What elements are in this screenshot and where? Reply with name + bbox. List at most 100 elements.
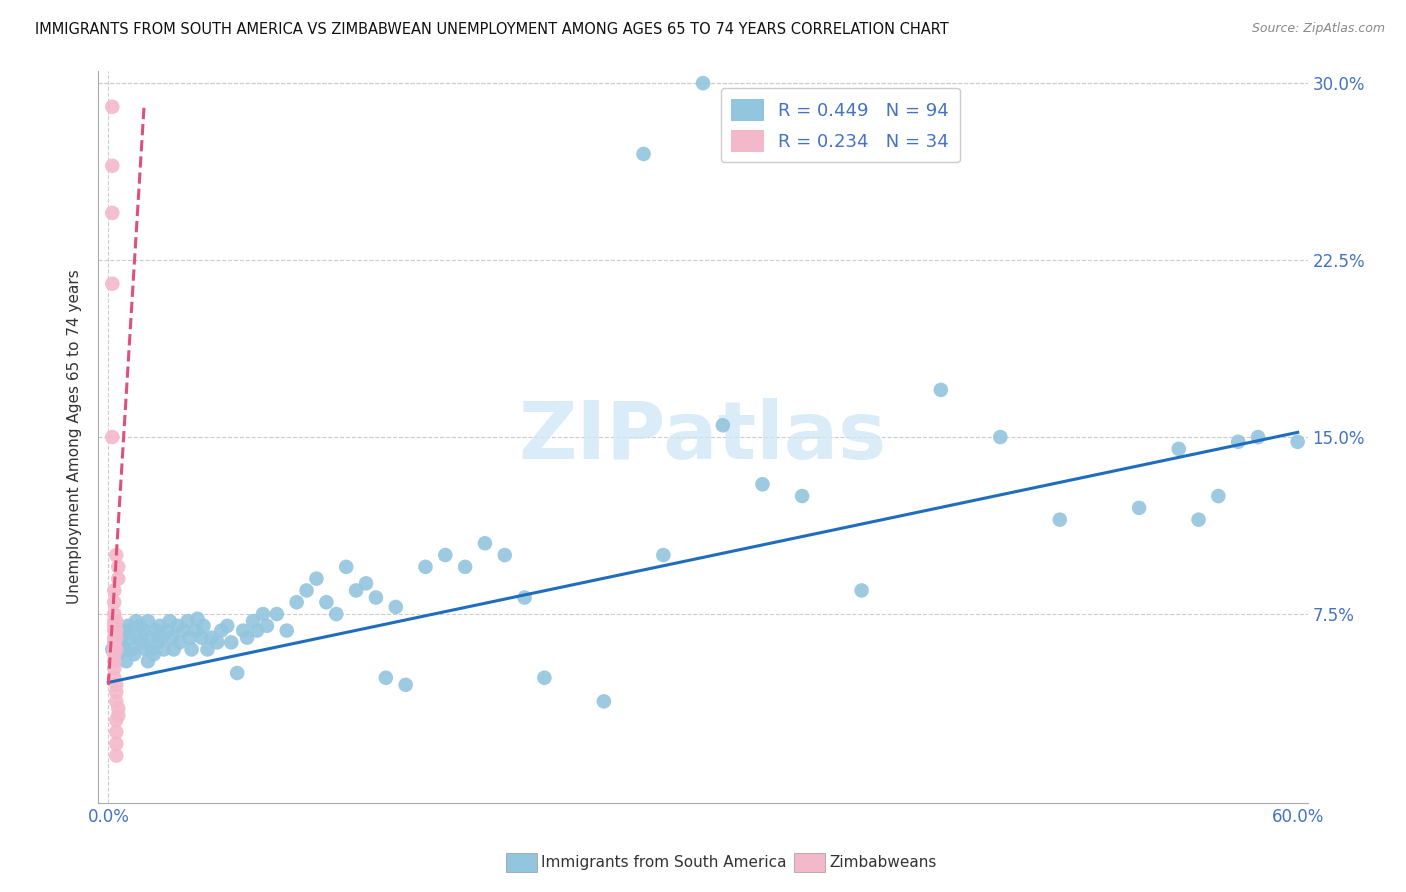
Point [173,624,195,638]
Point [129,619,152,633]
Point [149,619,172,633]
Point [163,642,186,657]
Text: ZIPatlas: ZIPatlas [519,398,887,476]
Point [101,206,124,220]
Point [142,647,165,661]
Point [325,607,347,621]
Point [179,631,201,645]
Point [103,635,125,649]
Point [633,147,655,161]
Point [115,654,138,668]
Point [344,583,367,598]
Point [160,631,183,645]
Point [159,614,181,628]
Point [266,607,288,621]
Point [295,583,318,598]
Point [103,661,125,675]
Point [494,548,516,562]
Point [107,701,129,715]
Point [169,635,191,649]
Point [101,159,124,173]
Point [315,595,337,609]
Point [146,635,169,649]
Text: Immigrants from South America: Immigrants from South America [541,855,787,870]
Point [141,642,163,657]
Point [1187,513,1209,527]
Point [1167,442,1189,456]
Point [110,635,132,649]
Point [354,576,377,591]
Point [105,737,128,751]
Point [252,607,274,621]
Point [1247,430,1270,444]
Point [107,708,129,723]
Point [533,671,555,685]
Point [107,572,129,586]
Point [384,599,406,614]
Point [107,559,129,574]
Point [364,591,387,605]
Point [652,548,675,562]
Point [107,647,129,661]
Point [103,624,125,638]
Point [434,548,457,562]
Point [101,277,124,291]
Point [197,642,219,657]
Point [105,678,128,692]
Point [335,559,357,574]
Point [135,642,157,657]
Point [103,654,125,668]
Point [790,489,813,503]
Point [150,631,173,645]
Point [236,631,259,645]
Point [131,635,153,649]
Point [105,685,128,699]
Point [929,383,952,397]
Point [276,624,298,638]
Point [153,642,176,657]
Text: Source: ZipAtlas.com: Source: ZipAtlas.com [1251,22,1385,36]
Point [101,642,124,657]
Point [103,642,125,657]
Y-axis label: Unemployment Among Ages 65 to 74 years: Unemployment Among Ages 65 to 74 years [67,269,83,605]
Point [1049,513,1071,527]
Point [593,694,616,708]
Point [101,430,124,444]
Point [101,100,124,114]
Point [474,536,496,550]
Point [305,572,328,586]
Point [751,477,773,491]
Point [145,624,167,638]
Point [103,595,125,609]
Point [105,614,128,628]
Point [103,631,125,645]
Point [1208,489,1230,503]
Point [103,614,125,628]
Point [219,635,242,649]
Point [184,624,207,638]
Point [127,631,149,645]
Point [256,619,278,633]
Point [166,619,188,633]
Point [105,642,128,657]
Point [217,619,239,633]
Point [125,614,148,628]
Text: IMMIGRANTS FROM SOUTH AMERICA VS ZIMBABWEAN UNEMPLOYMENT AMONG AGES 65 TO 74 YEA: IMMIGRANTS FROM SOUTH AMERICA VS ZIMBABW… [35,22,949,37]
Point [105,748,128,763]
Point [111,631,134,645]
Point [122,647,145,661]
Point [200,631,222,645]
Point [285,595,308,609]
Point [232,624,254,638]
Point [105,624,128,638]
Point [103,638,125,652]
Point [395,678,418,692]
Point [156,624,179,638]
Point [692,76,714,90]
Point [415,559,437,574]
Point [1227,434,1250,449]
Point [132,624,155,638]
Point [711,418,734,433]
Point [117,619,139,633]
Point [139,631,162,645]
